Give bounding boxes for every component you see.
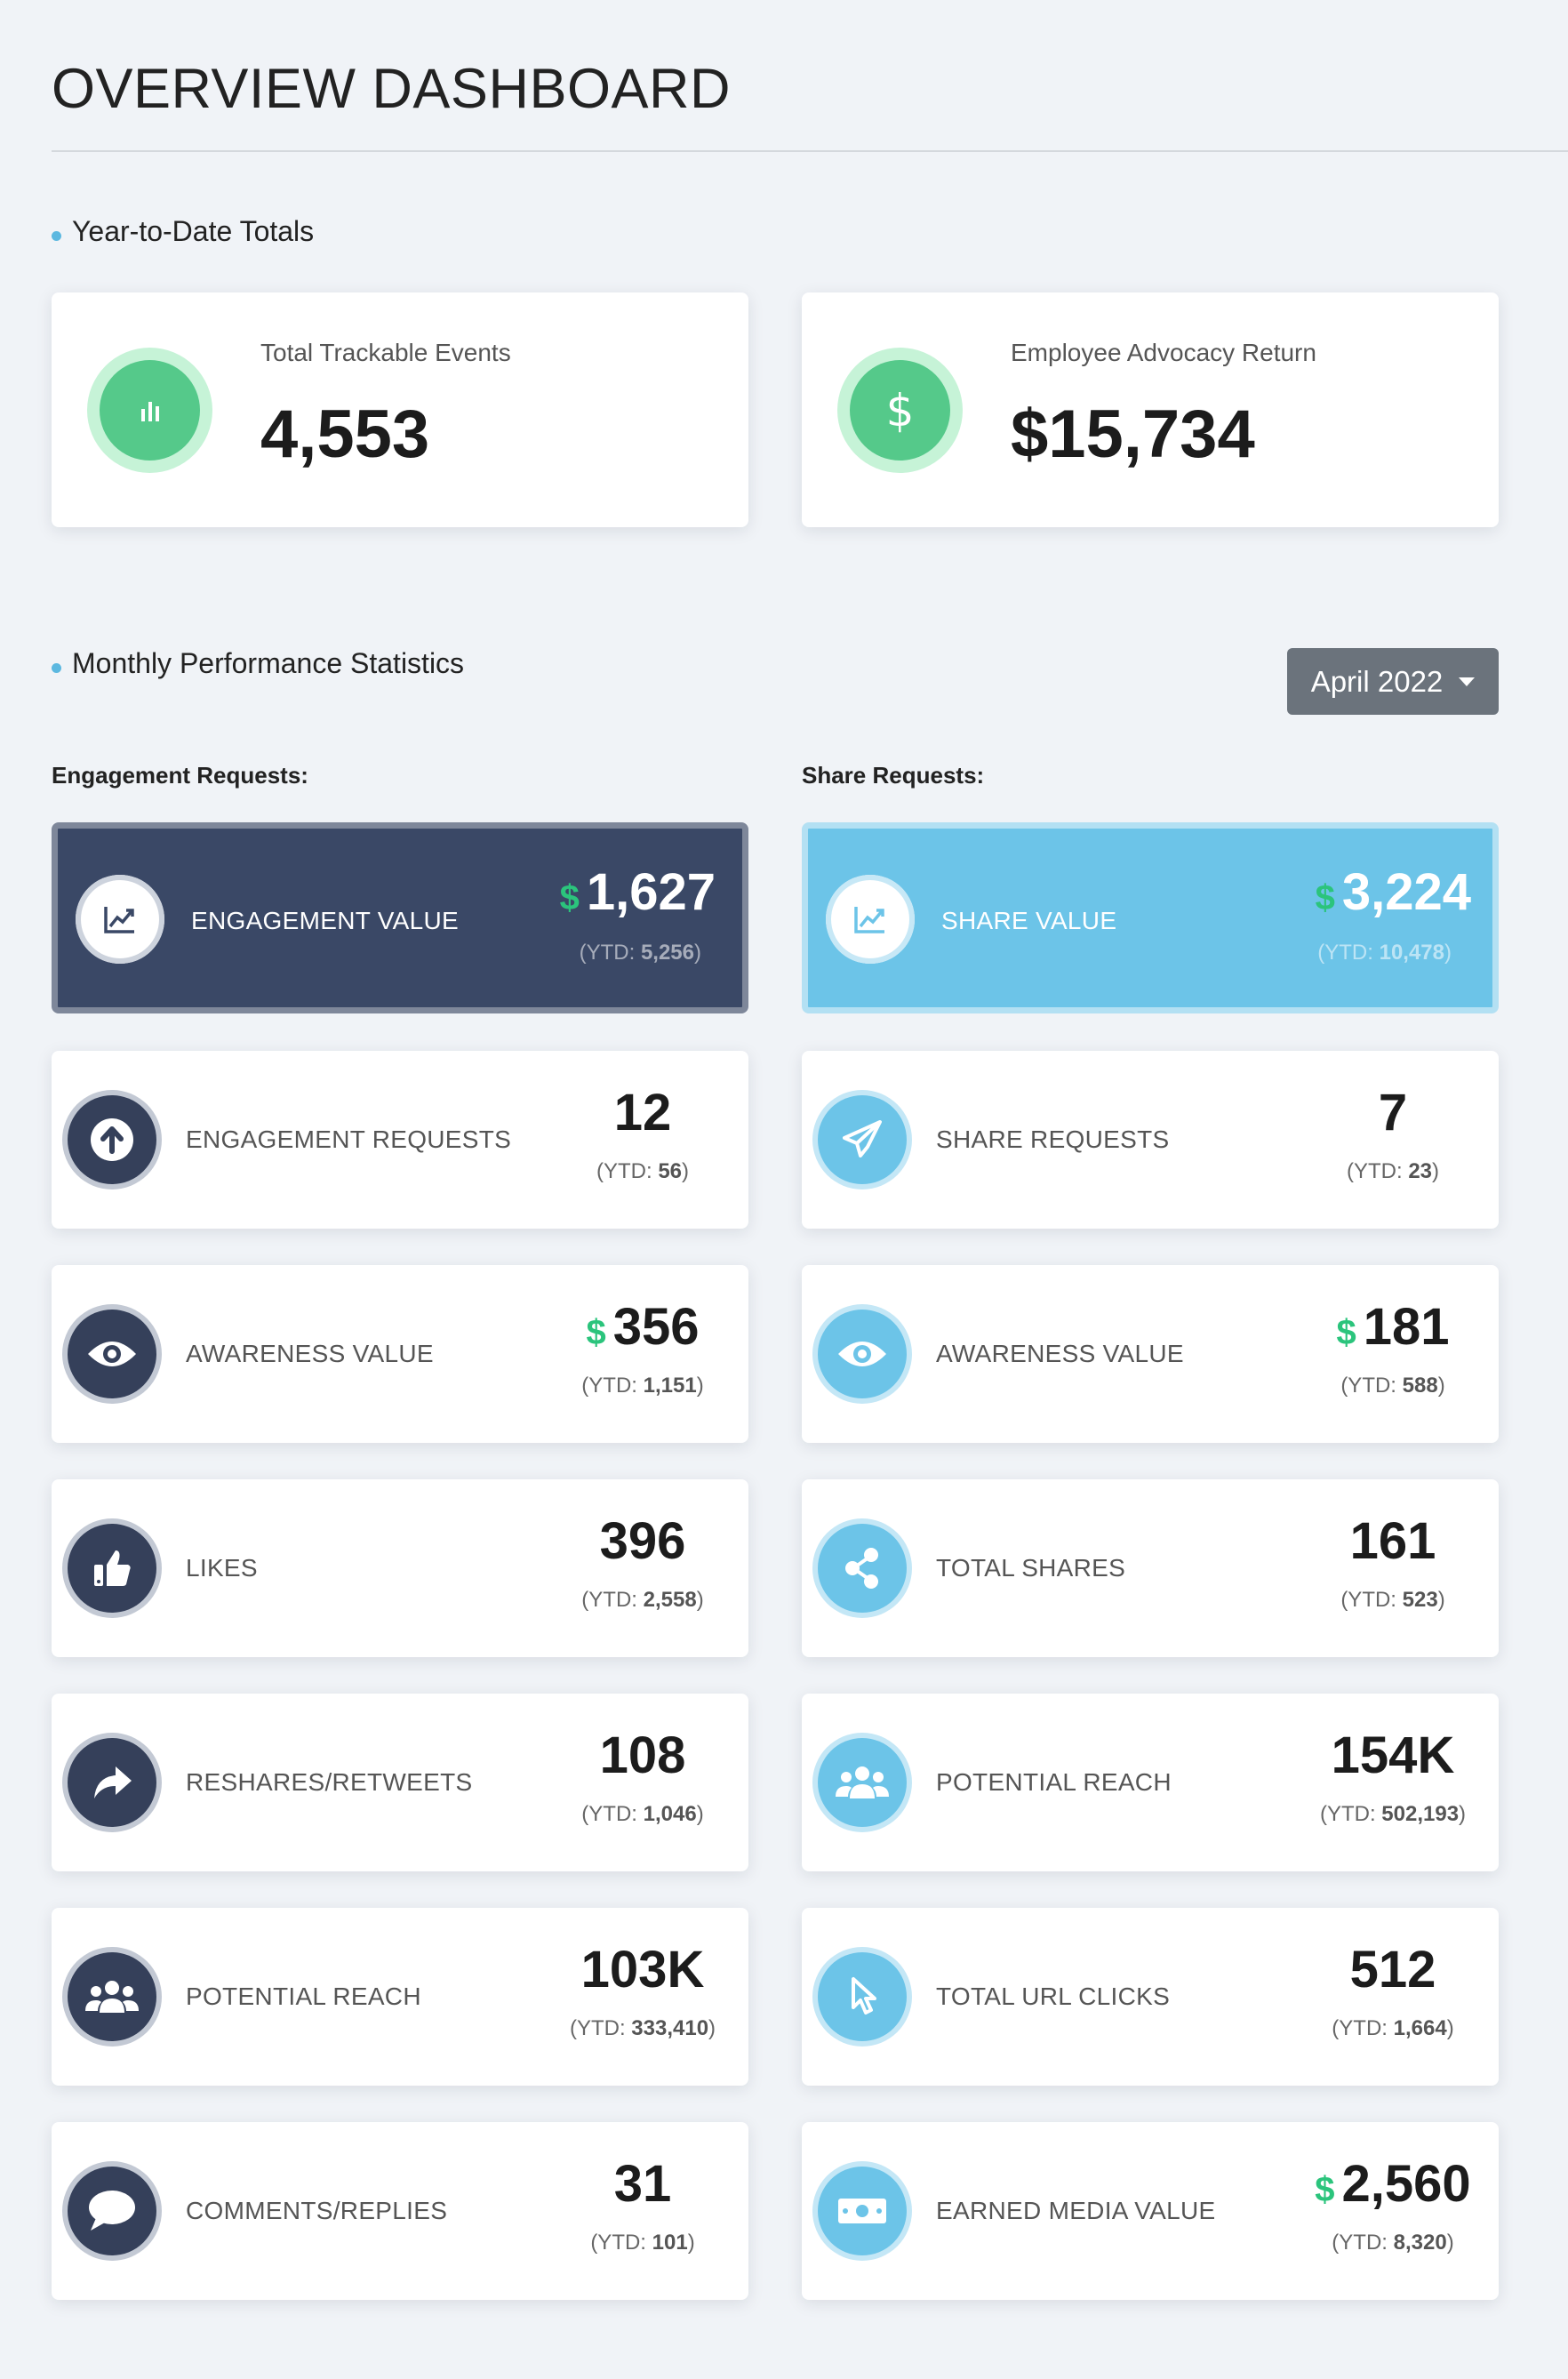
stat-label: SHARE REQUESTS: [936, 1125, 1170, 1153]
stat-value: 103K: [580, 1941, 705, 1999]
comment-icon: [68, 2167, 156, 2255]
stat-card-reshares: RESHARES/RETWEETS 108 (YTD: 1,046): [52, 1694, 748, 1871]
share-heading: Share Requests:: [802, 762, 985, 789]
stat-ytd: (YTD: 502,193): [1319, 1802, 1467, 1826]
stat-ytd: (YTD: 1,664): [1332, 2016, 1454, 2040]
stat-label: COMMENTS/REPLIES: [186, 2197, 448, 2224]
stat-value: 396: [599, 1512, 686, 1570]
stat-label: EARNED MEDIA VALUE: [936, 2197, 1216, 2224]
paper-plane-icon: [818, 1095, 907, 1184]
value-card-amount: $ 1,627: [560, 862, 716, 922]
stat-card-comments: COMMENTS/REPLIES 31 (YTD: 101): [52, 2122, 748, 2300]
stat-value: 31: [613, 2155, 672, 2213]
stat-card-potential-reach-share: POTENTIAL REACH 154K (YTD: 502,193): [802, 1694, 1499, 1871]
stat-label: TOTAL URL CLICKS: [936, 1982, 1171, 2010]
bullet-dot: [52, 231, 61, 241]
eye-icon: [68, 1310, 156, 1398]
money-bill-icon: [818, 2167, 907, 2255]
stat-value: $356: [586, 1298, 700, 1356]
dollar-icon: $: [837, 348, 963, 473]
stat-value: 512: [1349, 1941, 1436, 1999]
monthly-heading-text: Monthly Performance Statistics: [72, 647, 465, 679]
ytd-heading-text: Year-to-Date Totals: [72, 215, 315, 247]
stat-value: 161: [1349, 1512, 1436, 1570]
value-card-label: ENGAGEMENT VALUE: [191, 907, 459, 934]
pointer-icon: [818, 1952, 907, 2041]
users-icon: [818, 1738, 907, 1827]
stat-ytd: (YTD: 588): [1340, 1374, 1445, 1398]
stat-card-total-shares: TOTAL SHARES 161 (YTD: 523): [802, 1479, 1499, 1657]
trend-chart-icon: [826, 875, 915, 964]
stat-ytd: (YTD: 56): [596, 1159, 690, 1183]
page-title: OVERVIEW DASHBOARD: [52, 58, 731, 120]
share-nodes-icon: [818, 1524, 907, 1613]
stat-value: 7: [1378, 1084, 1408, 1141]
stat-value: 12: [613, 1084, 672, 1141]
ytd-value: $15,734: [1011, 396, 1255, 472]
stat-ytd: (YTD: 1,151): [581, 1374, 704, 1398]
ytd-heading: Year-to-Date Totals: [52, 215, 314, 248]
stat-card-share-requests: SHARE REQUESTS 7 (YTD: 23): [802, 1051, 1499, 1229]
ytd-value: 4,553: [260, 396, 430, 472]
bar-chart-icon: [87, 348, 212, 473]
stat-label: LIKES: [186, 1554, 258, 1582]
stat-card-url-clicks: TOTAL URL CLICKS 512 (YTD: 1,664): [802, 1908, 1499, 2086]
dollar-sign: $: [559, 878, 580, 917]
stat-card-potential-reach: POTENTIAL REACH 103K (YTD: 333,410): [52, 1908, 748, 2086]
ytd-card-events: Total Trackable Events 4,553: [52, 292, 748, 527]
stat-ytd: (YTD: 101): [590, 2231, 695, 2255]
stat-ytd: (YTD: 333,410): [569, 2016, 716, 2040]
thumbs-up-icon: [68, 1524, 156, 1613]
value-card-amount: $ 3,224: [1316, 862, 1471, 922]
value-card-number: 3,224: [1341, 863, 1471, 921]
stat-label: AWARENESS VALUE: [186, 1340, 434, 1367]
stat-label: ENGAGEMENT REQUESTS: [186, 1125, 512, 1153]
stat-label: TOTAL SHARES: [936, 1554, 1126, 1582]
eye-icon: [818, 1310, 907, 1398]
bullet-dot: [52, 663, 61, 673]
arrow-up-circle-icon: [68, 1095, 156, 1184]
stat-card-awareness-value: AWARENESS VALUE $356 (YTD: 1,151): [52, 1265, 748, 1443]
value-card-number: 1,627: [586, 863, 716, 921]
stat-value: $181: [1336, 1298, 1450, 1356]
trend-chart-icon: [76, 875, 164, 964]
stat-value: 154K: [1331, 1726, 1455, 1784]
stat-ytd: (YTD: 2,558): [581, 1588, 704, 1612]
share-arrow-icon: [68, 1738, 156, 1827]
engagement-heading: Engagement Requests:: [52, 762, 308, 789]
ytd-label: Employee Advocacy Return: [1011, 339, 1316, 366]
dollar-sign: $: [1315, 878, 1335, 917]
share-value-card: SHARE VALUE $ 3,224 (YTD: 10,478): [802, 822, 1499, 1013]
stat-card-likes: LIKES 396 (YTD: 2,558): [52, 1479, 748, 1657]
ytd-label: Total Trackable Events: [260, 339, 511, 366]
stat-card-awareness-value-share: AWARENESS VALUE $181 (YTD: 588): [802, 1265, 1499, 1443]
ytd-card-advocacy: $ Employee Advocacy Return $15,734: [802, 292, 1499, 527]
month-select-value: April 2022: [1310, 664, 1444, 698]
caret-down-icon: [1459, 677, 1476, 686]
value-card-label: SHARE VALUE: [941, 907, 1117, 934]
month-select-dropdown[interactable]: April 2022: [1287, 648, 1499, 715]
engagement-value-card: ENGAGEMENT VALUE $ 1,627 (YTD: 5,256): [52, 822, 748, 1013]
stat-label: AWARENESS VALUE: [936, 1340, 1184, 1367]
value-card-ytd: (YTD: 10,478): [1317, 941, 1452, 965]
stat-label: RESHARES/RETWEETS: [186, 1768, 473, 1796]
stat-ytd: (YTD: 523): [1340, 1588, 1445, 1612]
stat-value: $2,560: [1315, 2155, 1471, 2213]
stat-value: 108: [599, 1726, 686, 1784]
stat-label: POTENTIAL REACH: [186, 1982, 421, 2010]
stat-ytd: (YTD: 8,320): [1332, 2231, 1454, 2255]
stat-card-earned-media: EARNED MEDIA VALUE $2,560 (YTD: 8,320): [802, 2122, 1499, 2300]
stat-ytd: (YTD: 23): [1346, 1159, 1440, 1183]
monthly-heading: Monthly Performance Statistics: [52, 647, 464, 680]
value-card-ytd: (YTD: 5,256): [579, 941, 701, 965]
users-icon: [68, 1952, 156, 2041]
title-divider: [52, 150, 1568, 152]
stat-card-engagement-requests: ENGAGEMENT REQUESTS 12 (YTD: 56): [52, 1051, 748, 1229]
stat-ytd: (YTD: 1,046): [581, 1802, 704, 1826]
stat-label: POTENTIAL REACH: [936, 1768, 1172, 1796]
